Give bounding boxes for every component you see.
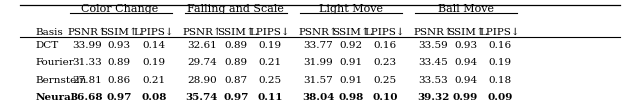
Text: DCT: DCT <box>36 41 59 50</box>
Text: PSNR↑: PSNR↑ <box>298 28 338 37</box>
Text: 0.19: 0.19 <box>488 58 511 67</box>
Text: 0.89: 0.89 <box>224 58 247 67</box>
Text: 28.90: 28.90 <box>187 76 217 85</box>
Text: PSNR↑: PSNR↑ <box>67 28 107 37</box>
Text: LPIPS↓: LPIPS↓ <box>480 28 520 37</box>
Text: 0.21: 0.21 <box>259 58 282 67</box>
Text: 0.93: 0.93 <box>454 41 477 50</box>
Text: 0.91: 0.91 <box>339 58 362 67</box>
Text: 33.99: 33.99 <box>72 41 102 50</box>
Text: Fourier: Fourier <box>36 58 75 67</box>
Text: 33.45: 33.45 <box>418 58 448 67</box>
Text: 39.32: 39.32 <box>417 93 449 102</box>
Text: 0.89: 0.89 <box>108 58 131 67</box>
Text: 0.92: 0.92 <box>339 41 362 50</box>
Text: 0.21: 0.21 <box>142 76 166 85</box>
Text: 0.93: 0.93 <box>108 41 131 50</box>
Text: SSIM↑: SSIM↑ <box>100 28 138 37</box>
Text: 0.11: 0.11 <box>257 93 283 102</box>
Text: 0.19: 0.19 <box>259 41 282 50</box>
Text: 0.14: 0.14 <box>142 41 166 50</box>
Text: 0.98: 0.98 <box>338 93 364 102</box>
Text: Ball Move: Ball Move <box>438 4 493 14</box>
Text: 0.97: 0.97 <box>106 93 132 102</box>
Text: Neural: Neural <box>36 93 76 102</box>
Text: 31.33: 31.33 <box>72 58 102 67</box>
Text: 0.97: 0.97 <box>223 93 248 102</box>
Text: 31.99: 31.99 <box>303 58 333 67</box>
Text: PSNR↑: PSNR↑ <box>182 28 221 37</box>
Text: Falling and Scale: Falling and Scale <box>188 4 284 14</box>
Text: 0.94: 0.94 <box>454 58 477 67</box>
Text: 36.68: 36.68 <box>70 93 103 102</box>
Text: SSIM↑: SSIM↑ <box>447 28 484 37</box>
Text: 27.81: 27.81 <box>72 76 102 85</box>
Text: 0.19: 0.19 <box>142 58 166 67</box>
Text: Basis: Basis <box>36 28 63 37</box>
Text: 0.25: 0.25 <box>374 76 397 85</box>
Text: 38.04: 38.04 <box>302 93 334 102</box>
Text: LPIPS↓: LPIPS↓ <box>250 28 291 37</box>
Text: 0.89: 0.89 <box>224 41 247 50</box>
Text: SSIM↑: SSIM↑ <box>217 28 255 37</box>
Text: 32.61: 32.61 <box>187 41 217 50</box>
Text: 0.09: 0.09 <box>488 93 513 102</box>
Text: 0.87: 0.87 <box>224 76 247 85</box>
Text: Light Move: Light Move <box>319 4 383 14</box>
Text: 0.16: 0.16 <box>488 41 511 50</box>
Text: 0.99: 0.99 <box>453 93 478 102</box>
Text: Color Change: Color Change <box>81 4 159 14</box>
Text: 0.08: 0.08 <box>141 93 166 102</box>
Text: 29.74: 29.74 <box>187 58 217 67</box>
Text: 35.74: 35.74 <box>186 93 218 102</box>
Text: 0.86: 0.86 <box>108 76 131 85</box>
Text: 0.10: 0.10 <box>372 93 398 102</box>
Text: 33.59: 33.59 <box>418 41 448 50</box>
Text: 0.18: 0.18 <box>488 76 511 85</box>
Text: 0.23: 0.23 <box>374 58 397 67</box>
Text: SSIM↑: SSIM↑ <box>332 28 369 37</box>
Text: 31.57: 31.57 <box>303 76 333 85</box>
Text: LPIPS↓: LPIPS↓ <box>134 28 174 37</box>
Text: PSNR↑: PSNR↑ <box>413 28 453 37</box>
Text: 33.53: 33.53 <box>418 76 448 85</box>
Text: LPIPS↓: LPIPS↓ <box>365 28 406 37</box>
Text: Bernstein: Bernstein <box>36 76 87 85</box>
Text: 33.77: 33.77 <box>303 41 333 50</box>
Text: 0.94: 0.94 <box>454 76 477 85</box>
Text: 0.16: 0.16 <box>374 41 397 50</box>
Text: 0.91: 0.91 <box>339 76 362 85</box>
Text: 0.25: 0.25 <box>259 76 282 85</box>
